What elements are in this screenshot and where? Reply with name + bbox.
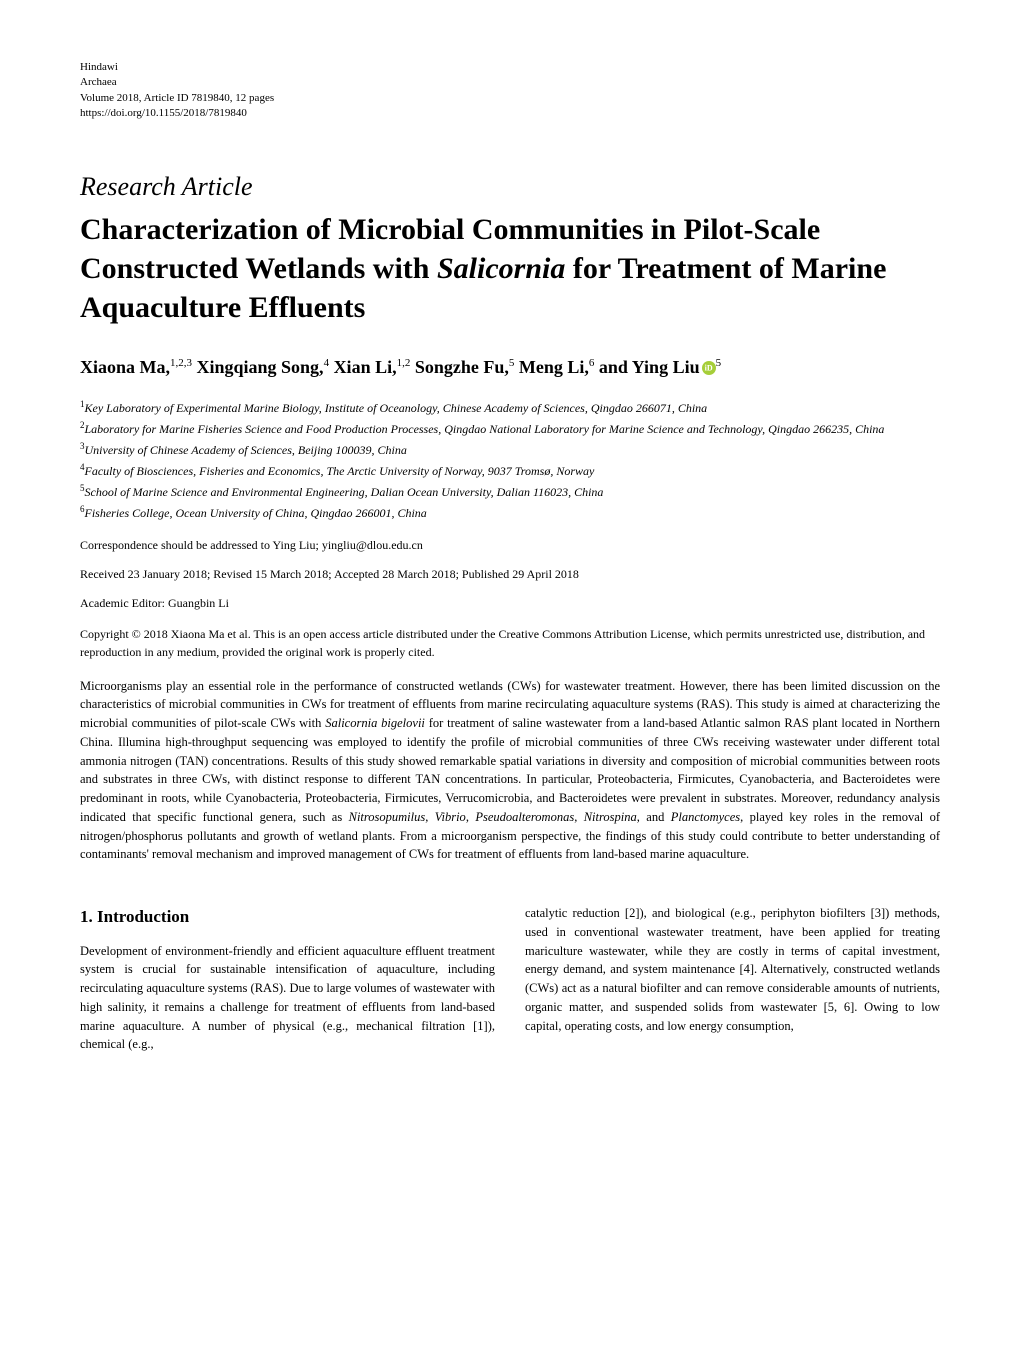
dates: Received 23 January 2018; Revised 15 Mar… bbox=[80, 567, 940, 582]
abstract-italic1: Salicornia bigelovii bbox=[325, 716, 425, 730]
column-right: catalytic reduction [2]), and biological… bbox=[525, 904, 940, 1054]
abstract-p3: , bbox=[425, 810, 435, 824]
section-1-heading: 1. Introduction bbox=[80, 904, 495, 930]
affiliation-1-text: Key Laboratory of Experimental Marine Bi… bbox=[85, 401, 708, 415]
title-italic: Salicornia bbox=[437, 252, 565, 285]
abstract-p5: , bbox=[574, 810, 584, 824]
body-columns: 1. Introduction Development of environme… bbox=[80, 904, 940, 1054]
abstract: Microorganisms play an essential role in… bbox=[80, 677, 940, 865]
abstract-italic4: Pseudoalteromonas bbox=[475, 810, 574, 824]
orcid-icon bbox=[702, 361, 716, 375]
author-1-sup: 1,2,3 bbox=[170, 357, 192, 369]
author-5: Meng Li, bbox=[519, 357, 589, 377]
affiliation-6: 6Fisheries College, Ocean University of … bbox=[80, 503, 940, 522]
abstract-p4: , bbox=[466, 810, 476, 824]
abstract-italic3: Vibrio bbox=[435, 810, 466, 824]
author-5-sup: 6 bbox=[589, 357, 595, 369]
affiliation-3-text: University of Chinese Academy of Science… bbox=[85, 443, 407, 457]
authors: Xiaona Ma,1,2,3 Xingqiang Song,4 Xian Li… bbox=[80, 357, 940, 378]
article-type: Research Article bbox=[80, 172, 940, 202]
author-4: Songzhe Fu, bbox=[415, 357, 509, 377]
author-2-sup: 4 bbox=[324, 357, 330, 369]
header-info: Hindawi Archaea Volume 2018, Article ID … bbox=[80, 60, 940, 122]
copyright: Copyright © 2018 Xiaona Ma et al. This i… bbox=[80, 625, 940, 661]
affiliation-5: 5School of Marine Science and Environmen… bbox=[80, 482, 940, 501]
affiliation-6-text: Fisheries College, Ocean University of C… bbox=[85, 506, 427, 520]
affiliation-2-text: Laboratory for Marine Fisheries Science … bbox=[85, 422, 885, 436]
journal: Archaea bbox=[80, 75, 940, 90]
abstract-italic2: Nitrosopumilus bbox=[349, 810, 426, 824]
abstract-p2: for treatment of saline wastewater from … bbox=[80, 716, 940, 824]
affiliation-4: 4Faculty of Biosciences, Fisheries and E… bbox=[80, 461, 940, 480]
intro-paragraph-left: Development of environment-friendly and … bbox=[80, 942, 495, 1055]
author-3-sup: 1,2 bbox=[397, 357, 411, 369]
intro-paragraph-right: catalytic reduction [2]), and biological… bbox=[525, 904, 940, 1035]
affiliation-4-text: Faculty of Biosciences, Fisheries and Ec… bbox=[85, 464, 595, 478]
publisher: Hindawi bbox=[80, 60, 940, 75]
abstract-italic5: Nitrospina bbox=[584, 810, 637, 824]
volume-info: Volume 2018, Article ID 7819840, 12 page… bbox=[80, 91, 940, 106]
abstract-italic6: Planctomyces bbox=[671, 810, 740, 824]
affiliation-1: 1Key Laboratory of Experimental Marine B… bbox=[80, 398, 940, 417]
author-4-sup: 5 bbox=[509, 357, 515, 369]
correspondence: Correspondence should be addressed to Yi… bbox=[80, 538, 940, 553]
affiliation-5-text: School of Marine Science and Environment… bbox=[85, 485, 604, 499]
author-3: Xian Li, bbox=[334, 357, 397, 377]
article-title: Characterization of Microbial Communitie… bbox=[80, 210, 940, 327]
author-6-sup: 5 bbox=[716, 357, 722, 369]
author-6: and Ying Liu bbox=[599, 357, 700, 377]
doi: https://doi.org/10.1155/2018/7819840 bbox=[80, 106, 940, 121]
column-left: 1. Introduction Development of environme… bbox=[80, 904, 495, 1054]
affiliation-2: 2Laboratory for Marine Fisheries Science… bbox=[80, 419, 940, 438]
author-1: Xiaona Ma, bbox=[80, 357, 170, 377]
abstract-p6: , and bbox=[637, 810, 671, 824]
affiliations: 1Key Laboratory of Experimental Marine B… bbox=[80, 398, 940, 522]
affiliation-3: 3University of Chinese Academy of Scienc… bbox=[80, 440, 940, 459]
academic-editor: Academic Editor: Guangbin Li bbox=[80, 596, 940, 611]
author-2: Xingqiang Song, bbox=[197, 357, 324, 377]
